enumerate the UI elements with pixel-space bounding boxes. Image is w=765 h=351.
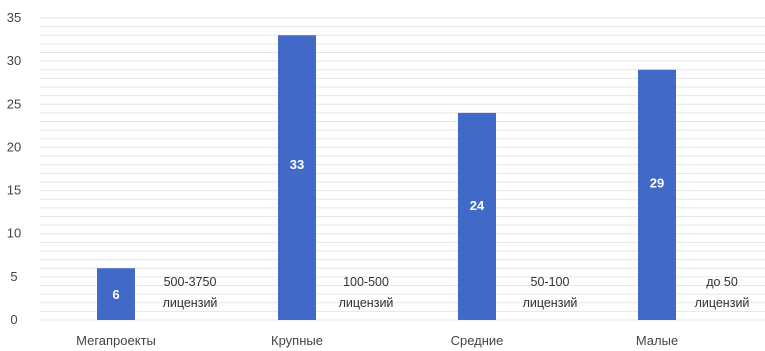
y-tick-label: 0 bbox=[10, 312, 17, 327]
x-axis-categories: Мегапроекты Крупные Средние Малые bbox=[76, 333, 678, 348]
bar bbox=[97, 268, 135, 320]
x-category-label: Крупные bbox=[271, 333, 323, 348]
bar-annotation: 50-100 bbox=[531, 275, 570, 289]
bar-data-label: 33 bbox=[290, 157, 304, 172]
x-category-label: Малые bbox=[636, 333, 678, 348]
y-tick-label: 20 bbox=[7, 139, 21, 154]
y-tick-label: 10 bbox=[7, 226, 21, 241]
bar-data-label: 6 bbox=[112, 287, 119, 302]
bar-annotation: лицензий bbox=[163, 296, 218, 310]
y-axis-ticks: 0 5 10 15 20 25 30 35 bbox=[7, 10, 21, 327]
bars bbox=[97, 35, 676, 321]
y-tick-label: 25 bbox=[7, 96, 21, 111]
bar-annotation: лицензий bbox=[339, 296, 394, 310]
bar-labels: 6 33 24 29 bbox=[112, 157, 664, 302]
bar-data-label: 24 bbox=[470, 198, 485, 213]
annotations: 500-3750 лицензий 100-500 лицензий 50-100 лиц… bbox=[163, 275, 750, 310]
bar-annotation: до 50 bbox=[706, 275, 738, 289]
bar-annotation: 100-500 bbox=[343, 275, 389, 289]
y-tick-label: 35 bbox=[7, 10, 21, 25]
bar-data-label: 29 bbox=[650, 175, 664, 190]
x-category-label: Средние bbox=[451, 333, 504, 348]
bar-annotation: лицензий bbox=[523, 296, 578, 310]
bar-annotation: лицензий bbox=[695, 296, 750, 310]
x-category-label: Мегапроекты bbox=[76, 333, 156, 348]
bar bbox=[458, 112, 496, 321]
y-tick-label: 5 bbox=[10, 269, 17, 284]
bar bbox=[278, 35, 316, 320]
bar-annotation: 500-3750 bbox=[164, 275, 217, 289]
y-tick-label: 15 bbox=[7, 183, 21, 198]
y-tick-label: 30 bbox=[7, 53, 21, 68]
bar bbox=[638, 69, 676, 321]
